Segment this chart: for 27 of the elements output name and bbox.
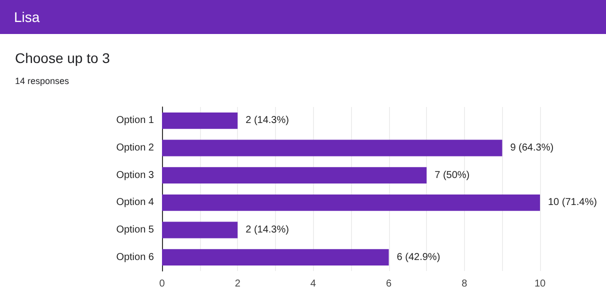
y-tick-label: Option 5 [116,224,154,236]
data-label: 9 (64.3%) [510,142,554,154]
x-tick-label: 10 [534,278,546,290]
y-tick-label: Option 2 [116,142,154,154]
text: 14 responses [15,76,70,86]
bar [162,140,502,156]
data-label: 2 (14.3%) [246,224,289,236]
x-tick-label: 2 [234,278,241,290]
bar [162,222,238,238]
x-tick-label: 4 [310,278,316,290]
data-label: 7 (50%) [434,170,470,181]
bar [162,167,427,184]
bar [162,112,238,129]
y-tick-label: Option 1 [116,115,154,126]
bar [162,249,389,266]
y-tick-label: Option 4 [116,197,154,208]
x-tick-label: 8 [462,278,468,290]
x-tick-label: 0 [159,278,166,290]
chart-subtitle: Choose up to 3 [15,50,110,66]
data-label: 2 (14.3%) [246,115,289,126]
y-tick-label: Option 3 [116,170,154,181]
data-label: 6 (42.9%) [396,252,440,263]
bar [162,194,540,211]
data-label: 10 (71.4%) [548,197,597,208]
x-tick-label: 6 [386,278,392,290]
y-tick-label: Option 6 [116,252,154,263]
text: Lisa [0,0,606,34]
